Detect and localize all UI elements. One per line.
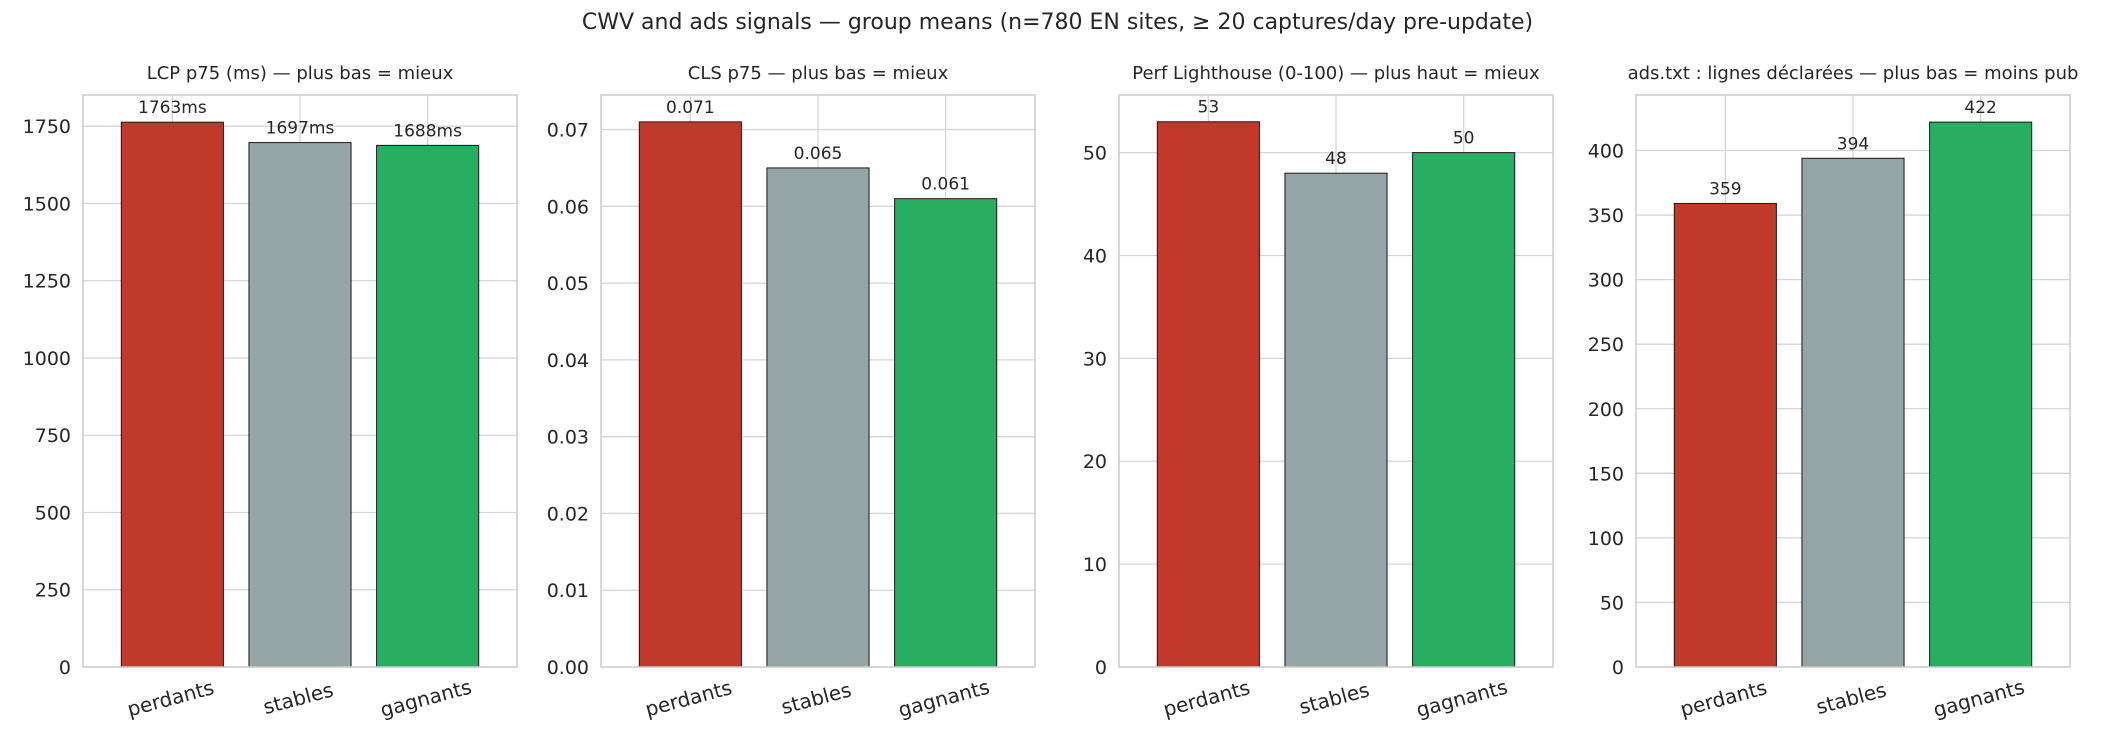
y-tick-label: 0 [1095,657,1107,679]
y-tick-label: 400 [1588,141,1624,163]
axes-frame [82,94,518,668]
x-tick-label: gagnants [1931,675,2028,722]
y-tick-label: 50 [1083,143,1107,165]
x-tick-label: gagnants [896,675,993,722]
bar-perdants [1156,121,1260,668]
y-tick-label: 0.03 [547,427,589,449]
y-tick-label: 30 [1083,348,1107,370]
y-tick-label: 0.06 [547,196,589,218]
data-label: 0.071 [666,98,715,118]
y-tick-label: 0.05 [547,273,589,295]
x-tick-label: perdants [1161,675,1253,721]
subplot-title: Perf Lighthouse (0-100) — plus haut = mi… [1132,63,1540,84]
subplot-1: 0 250 500 750 1000 1250 1500 1750 1763ms 1697ms 16… [23,63,518,722]
subplot-title: ads.txt : lignes déclarées — plus bas = … [1628,63,2079,84]
y-tick-label: 0 [1612,657,1624,679]
bar-stables [1284,172,1388,668]
x-tick-label: perdants [643,675,735,721]
y-tick-label: 750 [35,425,71,447]
axes-frame [1118,94,1554,668]
y-tick-label: 1250 [23,271,71,293]
bar-gagnants [1929,121,2033,668]
y-tick-label: 1500 [23,193,71,215]
y-tick-label: 1750 [23,116,71,138]
y-tick-label: 200 [1588,399,1624,421]
bar-gagnants [1412,152,1516,668]
y-tick-label: 0.01 [547,580,589,602]
y-tick-label: 0 [59,657,71,679]
y-tick-label: 0.00 [547,657,589,679]
bar-perdants [120,121,224,668]
data-label: 422 [1964,98,1996,118]
bar-perdants [638,121,742,668]
y-tick-label: 300 [1588,270,1624,292]
data-label: 0.061 [921,175,970,195]
y-tick-label: 20 [1083,451,1107,473]
subplot-4: 0 50 100 150 200 250 300 350 400 359 394 422 perdant… [1588,63,2079,722]
x-tick-label: gagnants [1414,675,1511,722]
y-tick-label: 50 [1600,592,1624,614]
data-label: 1763ms [138,98,207,118]
data-label: 1688ms [393,121,462,141]
y-tick-label: 250 [1588,334,1624,356]
y-tick-label: 40 [1083,245,1107,267]
subplot-title: CLS p75 — plus bas = mieux [688,63,949,84]
x-tick-label: stables [1297,677,1372,719]
axes-frame [600,94,1036,668]
data-label: 1697ms [266,119,335,139]
bar-gagnants [376,144,480,668]
x-tick-label: gagnants [378,675,475,722]
data-label: 394 [1837,134,1869,154]
x-tick-label: stables [1814,677,1889,719]
x-tick-label: stables [779,677,854,719]
y-tick-label: 0.04 [547,350,589,372]
subplot-title: LCP p75 (ms) — plus bas = mieux [147,63,454,84]
figure-title: CWV and ads signals — group means (n=780… [581,10,1534,35]
data-label: 359 [1709,179,1741,199]
y-tick-label: 0.07 [547,120,589,142]
x-tick-label: stables [261,677,336,719]
y-tick-label: 100 [1588,528,1624,550]
subplot-3: 0 10 20 30 40 50 53 48 50 perdants stables gagnants… [1083,63,1554,722]
bar-stables [1801,157,1905,668]
y-tick-label: 500 [35,502,71,524]
data-label: 50 [1453,129,1475,149]
bar-stables [248,142,352,668]
y-tick-label: 10 [1083,554,1107,576]
subplot-2: 0.00 0.01 0.02 0.03 0.04 0.05 0.06 0.07 0.071 0.0… [547,63,1036,722]
y-tick-label: 0.02 [547,503,589,525]
y-tick-label: 150 [1588,463,1624,485]
data-label: 0.065 [794,144,843,164]
bar-stables [766,167,870,668]
x-tick-label: perdants [1678,675,1770,721]
data-label: 53 [1198,98,1220,118]
axes-frame [1635,94,2071,668]
y-tick-label: 1000 [23,348,71,370]
bar-perdants [1673,202,1777,668]
y-tick-label: 350 [1588,205,1624,227]
x-tick-label: perdants [125,675,217,721]
bar-gagnants [894,198,998,668]
data-label: 48 [1325,149,1347,169]
y-tick-label: 250 [35,580,71,602]
